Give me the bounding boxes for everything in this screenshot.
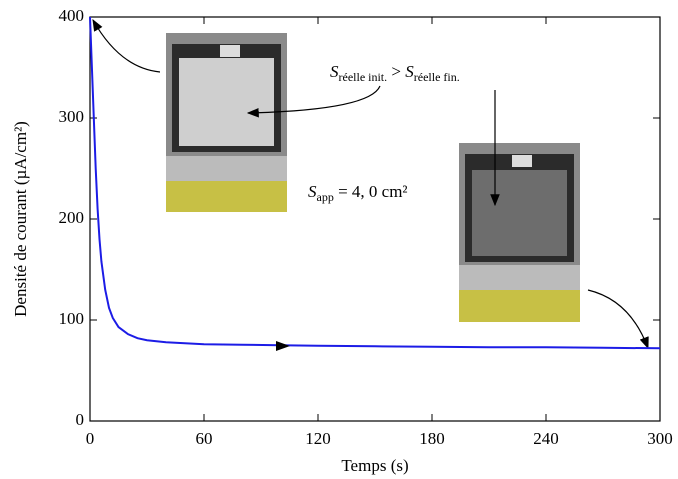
- annotation-part: réelle fin.: [414, 70, 460, 84]
- annotation: Sréelle init. > Sréelle fin.: [330, 62, 460, 84]
- x-tick-label: 0: [86, 429, 95, 448]
- arrow: [92, 18, 161, 73]
- x-axis-label: Temps (s): [341, 456, 408, 475]
- x-tick-label: 180: [419, 429, 445, 448]
- x-tick-label: 300: [647, 429, 673, 448]
- arrow: [246, 85, 381, 118]
- annotation-part: S: [405, 62, 414, 81]
- annotation-part: app: [317, 190, 334, 204]
- arrow: [587, 289, 649, 350]
- y-axis-label: Densité de courant (µA/cm²): [11, 121, 30, 317]
- y-tick-label: 100: [59, 309, 85, 328]
- annotation-part: = 4, 0 cm²: [334, 182, 408, 201]
- annotation-part: S: [330, 62, 339, 81]
- annotation-part: réelle init.: [339, 70, 388, 84]
- photo: [459, 143, 580, 322]
- annotation-part: S: [308, 182, 317, 201]
- annotation: Sapp = 4, 0 cm²: [308, 182, 408, 204]
- photo: [166, 33, 287, 212]
- arrowhead: [276, 341, 290, 351]
- annotation-part: >: [387, 62, 405, 81]
- y-tick-label: 200: [59, 208, 85, 227]
- y-tick-label: 400: [59, 6, 85, 25]
- x-tick-label: 60: [196, 429, 213, 448]
- line-series: [89, 16, 661, 350]
- x-tick-label: 120: [305, 429, 331, 448]
- y-tick-label: 300: [59, 107, 85, 126]
- y-tick-label: 0: [76, 410, 85, 429]
- x-tick-label: 240: [533, 429, 559, 448]
